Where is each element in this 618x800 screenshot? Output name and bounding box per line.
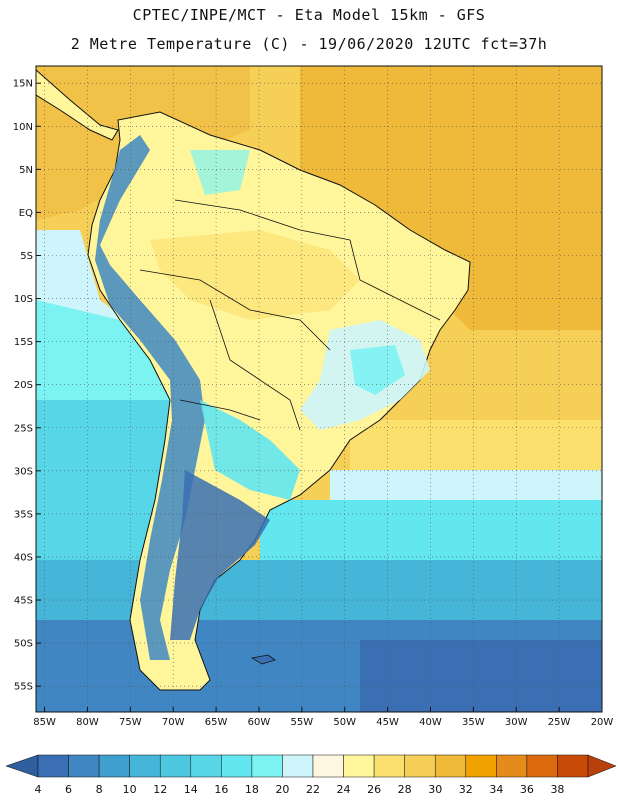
border-line [139,269,331,351]
colorbar-swatch [404,754,436,778]
lat-tick-label: 15S [14,337,33,348]
colorbar-level-label: 6 [65,783,72,796]
colorbar-level-label: 24 [337,783,351,796]
lat-tick-label: 20S [14,380,33,391]
colorbar-level-label: 22 [306,783,320,796]
colorbar-swatch [129,754,161,778]
southern-ocean-band [36,560,602,620]
lon-tick-label: 70W [162,717,185,728]
amazon-warm-region [150,230,360,320]
colorbar-low-arrow [5,754,39,778]
falkland-islands [250,654,276,665]
lon-tick-label: 45W [376,717,399,728]
lon-tick-label: 75W [119,717,142,728]
andes-cold-region [95,135,205,660]
border-line [174,199,351,241]
colorbar-swatch [496,754,528,778]
guiana-highland-cool-patch [190,150,250,195]
pacific-cooler-band [36,300,180,400]
lon-tick-label: 20W [591,717,614,728]
colorbar-level-label: 12 [153,783,167,796]
atlantic-warm-band [300,66,602,330]
lon-tick-label: 50W [333,717,356,728]
lat-tick-label: 10S [14,294,33,305]
colorbar: 4 6 8 10 12 14 16 18 20 22 24 26 28 30 32 34 36 38 [5,754,617,796]
lat-tick-label: 25S [14,423,33,434]
colorbar-level-label: 16 [214,783,228,796]
lat-tick-label: 35S [14,509,33,520]
colorbar-swatch [98,754,130,778]
colorbar-level-label: 14 [184,783,198,796]
colorbar-swatch [557,754,589,778]
colorbar-swatch [251,754,283,778]
lon-tick-label: 85W [33,717,56,728]
map-frame [35,65,603,713]
lon-tick-label: 65W [205,717,228,728]
colorbar-level-label: 36 [520,783,534,796]
colorbar-level-label: 10 [123,783,137,796]
colorbar-high-arrow [587,754,617,778]
colorbar-swatch [373,754,405,778]
lon-tick-label: 60W [248,717,271,728]
colorbar-level-label: 18 [245,783,259,796]
patagonia-cold-region [170,470,270,640]
southern-ocean-coldest-band [360,640,602,712]
colorbar-level-label: 20 [275,783,289,796]
lat-tick-label: 5N [19,165,33,176]
border-line [209,299,301,431]
border-line [179,399,261,421]
lon-tick-label: 40W [419,717,442,728]
border-line [349,239,441,321]
colorbar-swatch [190,754,222,778]
colorbar-level-label: 26 [367,783,381,796]
colorbar-level-label: 30 [428,783,442,796]
lon-tick-label: 25W [548,717,571,728]
lat-tick-label: 40S [14,552,33,563]
colorbar-swatch [282,754,314,778]
colorbar-swatch [221,754,253,778]
lon-tick-label: 30W [505,717,528,728]
colorbar-swatch [343,754,375,778]
longitude-axis-labels: 85W 80W 75W 70W 65W 60W 55W 50W 45W 40W 35W 30W 25W 2… [33,707,613,728]
colorbar-swatch [68,754,100,778]
highland-cool-patch [350,345,405,395]
colorbar-level-label: 4 [35,783,42,796]
colorbar-swatch [312,754,344,778]
lat-tick-label: EQ [19,208,33,219]
lon-tick-label: 55W [291,717,314,728]
colorbar-level-label: 32 [459,783,473,796]
colorbar-swatch [37,754,69,778]
colorbar-level-label: 8 [96,783,103,796]
lat-tick-label: 55S [14,682,33,693]
map-plot-area [36,66,602,712]
colorbar-level-label: 38 [550,783,564,796]
lon-tick-label: 35W [462,717,485,728]
lat-tick-label: 5S [20,251,33,262]
colorbar-swatch [526,754,558,778]
lat-tick-label: 10N [13,122,33,133]
colorbar-swatch [434,754,467,778]
pampas-cool-region [200,400,300,500]
chart-title-line-2: 2 Metre Temperature (C) - 19/06/2020 12U… [70,35,548,53]
lon-tick-label: 80W [76,717,99,728]
lat-tick-label: 50S [14,639,33,650]
central-america [36,69,119,141]
colorbar-level-label: 34 [489,783,503,796]
latitude-axis-labels: 15N 10N 5N EQ 5S 10S 15S 20S 25S 30S 35S 40S 45S 50S 5… [13,79,41,693]
colorbar-level-label: 28 [398,783,412,796]
chart-title-line-1: CPTEC/INPE/MCT - Eta Model 15km - GFS [132,6,486,24]
lat-tick-label: 15N [13,79,33,90]
colorbar-swatch [465,754,497,778]
lat-tick-label: 30S [14,466,33,477]
lat-tick-label: 45S [14,596,33,607]
colorbar-swatch [159,754,192,778]
